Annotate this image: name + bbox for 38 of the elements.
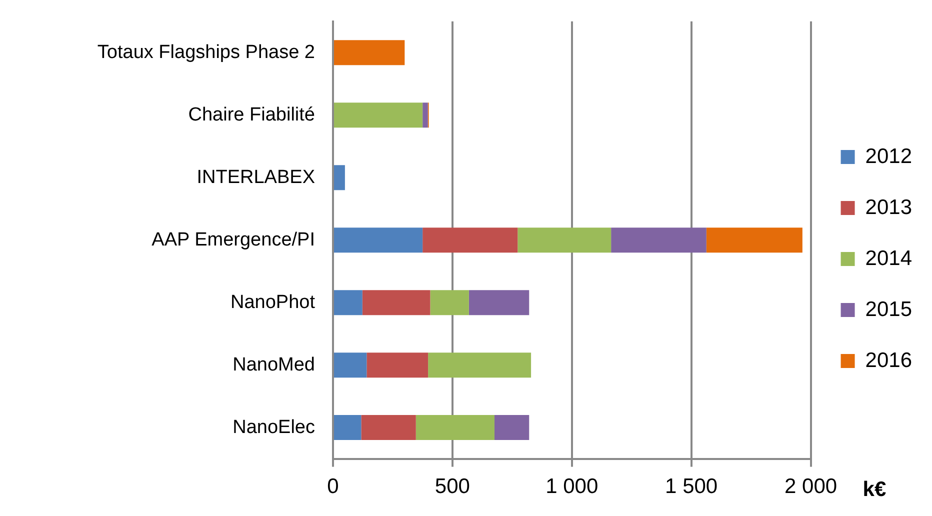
bar: [366, 352, 428, 378]
x-tick-label: 2 000: [784, 475, 838, 498]
y-tick-label: Totaux Flagships Phase 2: [97, 42, 315, 63]
x-tick-label: 1 500: [665, 475, 718, 498]
bar: [361, 415, 416, 440]
legend-label: 2013: [865, 196, 912, 219]
bar: [428, 352, 532, 378]
x-tick-label: 500: [434, 475, 470, 498]
y-tick-label: NanoElec: [232, 416, 315, 438]
bar: [416, 415, 494, 440]
bar: [334, 102, 423, 128]
y-tick-label: NanoMed: [232, 354, 315, 376]
bar: [518, 228, 612, 253]
x-tick-label: 1 000: [546, 475, 598, 498]
bar: [430, 290, 469, 316]
bar: [422, 228, 518, 253]
bar: [334, 40, 405, 66]
legend-label: 2012: [865, 144, 912, 168]
bar: [468, 290, 530, 316]
bar: [494, 415, 530, 440]
bar: [334, 352, 367, 378]
bar: [334, 290, 362, 316]
bar: [706, 228, 802, 253]
legend-label: 2014: [865, 246, 912, 270]
bar: [611, 228, 706, 253]
y-tick-label: AAP Emergence/PI: [152, 229, 315, 250]
y-tick-label: INTERLABEX: [196, 166, 316, 188]
x-tick-label: 0: [327, 475, 339, 498]
y-tick-label: NanoPhot: [230, 292, 316, 313]
legend-label: 2015: [865, 298, 912, 321]
bar: [334, 415, 362, 440]
y-tick-label: Chaire Fiabilité: [188, 104, 315, 126]
bar: [334, 228, 423, 253]
bar: [422, 102, 428, 128]
bar: [362, 290, 430, 316]
x-axis-title: k€: [862, 478, 886, 501]
bar: [334, 165, 345, 190]
legend-label: 2016: [865, 348, 912, 372]
